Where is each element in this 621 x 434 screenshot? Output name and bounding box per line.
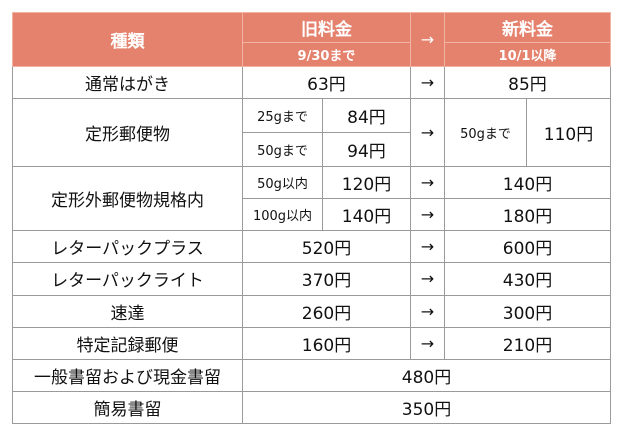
old-price: 520円	[242, 230, 411, 264]
arrow-cell: →	[410, 65, 445, 99]
header-old-date: 9/30まで	[242, 42, 411, 67]
row-name: 簡易書留	[12, 390, 243, 425]
arrow-cell: →	[410, 230, 445, 264]
table-row: 100g以内 140円 → 180円	[13, 198, 611, 232]
row-name: レターパックプラス	[12, 230, 243, 264]
arrow-cell: →	[410, 97, 445, 168]
table-row: レターパックプラス 520円 → 600円	[12, 230, 611, 264]
old-price: 94円	[322, 132, 411, 168]
old-price: 63円	[242, 65, 411, 99]
header-old-rate: 旧料金	[242, 11, 411, 44]
table-row: 簡易書留 350円	[12, 390, 611, 425]
new-price: 210円	[444, 326, 611, 360]
table-row: 特定記録郵便 160円 → 210円	[12, 326, 611, 360]
header-arrow: →	[410, 12, 445, 67]
weight-label: 50gまで	[242, 132, 323, 168]
row-name: 通常はがき	[12, 65, 243, 99]
row-name: 一般書留および現金書留	[12, 358, 243, 392]
header-new-rate: 新料金	[444, 11, 611, 44]
table-row: 一般書留および現金書留 480円	[12, 358, 611, 392]
new-price: 85円	[444, 65, 611, 99]
old-price: 260円	[242, 294, 411, 328]
header-new-date: 10/1以降	[444, 42, 611, 67]
arrow-cell: →	[410, 166, 445, 200]
old-price: 140円	[322, 198, 411, 232]
price: 480円	[242, 358, 611, 392]
new-price: 430円	[444, 262, 611, 296]
new-price: 110円	[526, 97, 611, 168]
row-name: 定形郵便物	[12, 97, 243, 168]
old-price: 84円	[322, 97, 411, 134]
table-row: 通常はがき 63円 → 85円	[12, 65, 611, 99]
arrow-cell: →	[410, 198, 445, 232]
table-row: レターパックライト 370円 → 430円	[12, 262, 611, 296]
weight-label: 25gまで	[242, 97, 323, 134]
weight-label: 50g以内	[242, 166, 323, 200]
weight-label: 100g以内	[242, 198, 323, 232]
weight-label: 50gまで	[444, 97, 527, 168]
old-price: 160円	[242, 326, 411, 360]
row-name: 特定記録郵便	[12, 326, 243, 360]
new-price: 180円	[444, 198, 611, 232]
row-name: レターパックライト	[12, 262, 243, 296]
old-price: 370円	[242, 262, 411, 296]
postal-rate-table: 種類 旧料金 → 新料金 9/30まで 10/1以降 通常はがき 63円 → 8…	[12, 11, 611, 425]
table-row: 50gまで 94円	[13, 132, 611, 168]
new-price: 140円	[444, 166, 611, 200]
arrow-cell: →	[410, 262, 445, 296]
arrow-cell: →	[410, 326, 445, 360]
new-price: 600円	[444, 230, 611, 264]
arrow-cell: →	[410, 294, 445, 328]
new-price: 300円	[444, 294, 611, 328]
table-row: 定形郵便物 25gまで 84円 → 50gまで 110円	[12, 97, 611, 168]
row-name: 定形外郵便物規格内	[12, 166, 243, 232]
price: 350円	[242, 390, 611, 425]
table-row: 速達 260円 → 300円	[12, 294, 611, 328]
header-type: 種類	[12, 12, 243, 67]
table-row: 定形外郵便物規格内 50g以内 120円 → 140円	[12, 166, 611, 232]
old-price: 120円	[322, 166, 411, 200]
row-name: 速達	[12, 294, 243, 328]
